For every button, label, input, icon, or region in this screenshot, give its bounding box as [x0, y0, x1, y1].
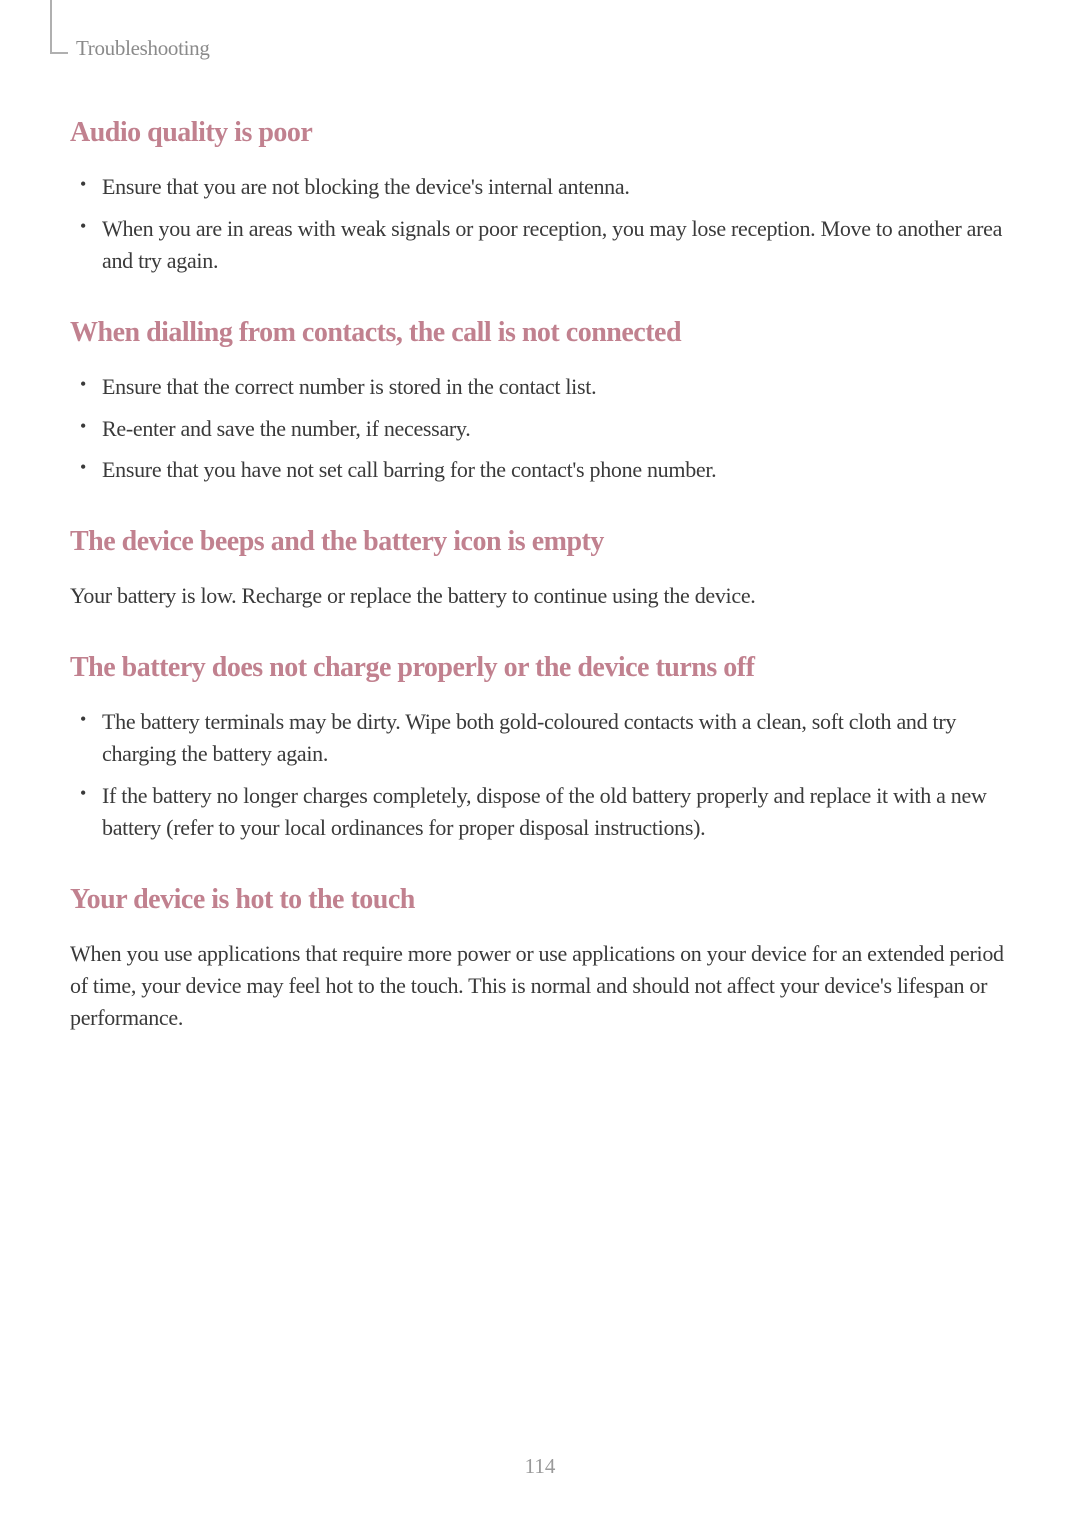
- section-heading: Your device is hot to the touch: [70, 884, 1010, 916]
- header-horizontal-rule: [50, 52, 68, 54]
- list-item: The battery terminals may be dirty. Wipe…: [102, 706, 1010, 770]
- page-number: 114: [0, 1454, 1080, 1479]
- section-audio-quality: Audio quality is poor Ensure that you ar…: [70, 117, 1010, 277]
- list-item: If the battery no longer charges complet…: [102, 780, 1010, 844]
- running-header: Troubleshooting: [76, 36, 1010, 61]
- section-dialling-contacts: When dialling from contacts, the call is…: [70, 317, 1010, 487]
- bullet-list: Ensure that the correct number is stored…: [70, 371, 1010, 487]
- list-item: Re-enter and save the number, if necessa…: [102, 413, 1010, 445]
- section-heading: The device beeps and the battery icon is…: [70, 526, 1010, 558]
- page-container: Troubleshooting Audio quality is poor En…: [0, 0, 1080, 1527]
- bullet-list: Ensure that you are not blocking the dev…: [70, 171, 1010, 277]
- section-body: Your battery is low. Recharge or replace…: [70, 580, 1010, 612]
- list-item: Ensure that you have not set call barrin…: [102, 454, 1010, 486]
- section-heading: The battery does not charge properly or …: [70, 652, 1010, 684]
- section-battery-charge: The battery does not charge properly or …: [70, 652, 1010, 844]
- section-heading: Audio quality is poor: [70, 117, 1010, 149]
- section-battery-empty: The device beeps and the battery icon is…: [70, 526, 1010, 612]
- list-item: Ensure that the correct number is stored…: [102, 371, 1010, 403]
- header-vertical-rule: [50, 0, 52, 54]
- list-item: When you are in areas with weak signals …: [102, 213, 1010, 277]
- section-heading: When dialling from contacts, the call is…: [70, 317, 1010, 349]
- section-device-hot: Your device is hot to the touch When you…: [70, 884, 1010, 1034]
- list-item: Ensure that you are not blocking the dev…: [102, 171, 1010, 203]
- bullet-list: The battery terminals may be dirty. Wipe…: [70, 706, 1010, 844]
- section-body: When you use applications that require m…: [70, 938, 1010, 1034]
